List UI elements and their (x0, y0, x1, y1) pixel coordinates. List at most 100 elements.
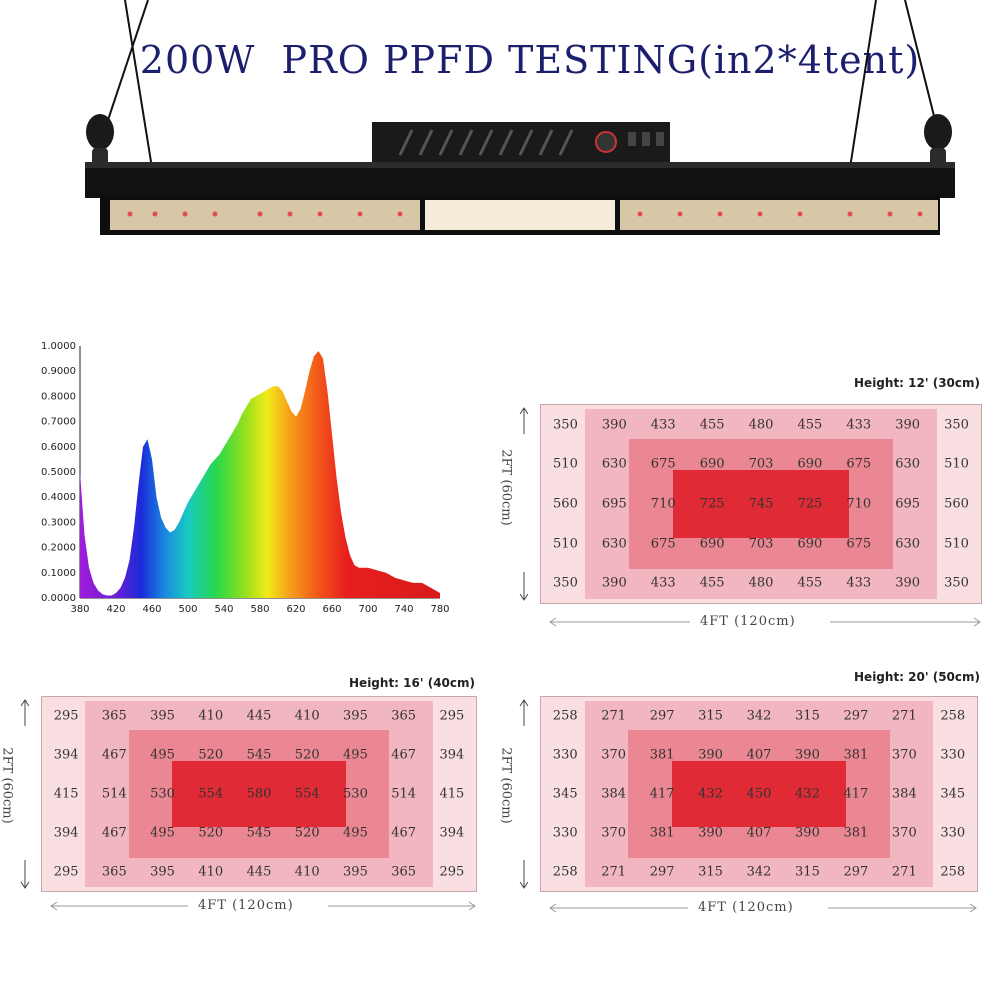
ppfd-value: 675 (650, 456, 676, 472)
ppfd-value: 295 (53, 864, 79, 880)
ppfd-value: 370 (891, 825, 917, 841)
ppfd-value: 467 (391, 825, 417, 841)
x-tick-label: 500 (178, 604, 197, 615)
ppfd-value: 630 (895, 456, 921, 472)
ppfd-value: 395 (343, 708, 368, 724)
ppfd-value: 394 (439, 747, 465, 763)
ppfd-value: 295 (439, 864, 465, 880)
ppfd-value: 690 (797, 456, 823, 472)
ppfd-value: 365 (391, 864, 417, 880)
y-tick-label: 0.4000 (41, 492, 76, 503)
ppfd-grid-40cm: Height: 16' (40cm) 295 365 395 410 445 410 395 3… (0, 672, 485, 922)
ppfd-value: 390 (698, 747, 723, 763)
ppfd-value: 365 (391, 708, 417, 724)
ppfd-value: 514 (101, 786, 127, 802)
x-tick-label: 700 (358, 604, 377, 615)
ppfd-value: 455 (797, 575, 823, 591)
ppfd-value: 394 (439, 825, 465, 841)
ppfd-value: 510 (944, 536, 969, 552)
x-tick-label: 780 (430, 604, 449, 615)
ppfd-value: 433 (650, 417, 676, 433)
ppfd-value: 467 (101, 825, 127, 841)
ppfd-value: 417 (649, 786, 675, 802)
y-tick-label: 1.0000 (41, 341, 76, 352)
spectrum-area (80, 351, 440, 598)
ppfd-value: 554 (294, 786, 320, 802)
ppfd-grid-30cm: Height: 12' (30cm) 350 390 433 455 480 455 433 3… (499, 370, 990, 640)
y-tick-label: 0.7000 (41, 417, 76, 428)
grid-height-title: Height: 16' (40cm) (349, 676, 475, 690)
ppfd-value: 725 (699, 496, 725, 512)
ppfd-value: 410 (294, 708, 320, 724)
x-tick-label: 740 (394, 604, 413, 615)
dimension-arrows (519, 407, 981, 627)
ppfd-value: 381 (843, 747, 869, 763)
ppfd-value: 630 (895, 536, 921, 552)
x-tick-label: 620 (286, 604, 305, 615)
ppfd-value: 394 (53, 747, 79, 763)
ppfd-value: 450 (746, 786, 772, 802)
ppfd-value: 258 (940, 864, 966, 880)
y-tick-label: 0.2000 (41, 543, 76, 554)
ppfd-value: 467 (101, 747, 127, 763)
x-tick-label: 540 (214, 604, 233, 615)
ppfd-value: 495 (150, 747, 175, 763)
ppfd-value: 410 (198, 864, 224, 880)
intensity-zone-3 (172, 761, 346, 827)
ppfd-value: 455 (797, 417, 823, 433)
horizontal-dimension-label: 4FT (120cm) (198, 898, 294, 913)
y-tick-label: 0.3000 (41, 517, 76, 528)
dimension-arrows (20, 699, 476, 911)
ppfd-value: 315 (698, 864, 723, 880)
ppfd-value: 395 (343, 864, 368, 880)
intensity-zone-3 (671, 761, 847, 827)
ppfd-value: 433 (846, 417, 872, 433)
ppfd-value: 695 (601, 496, 627, 512)
ppfd-value: 710 (650, 496, 676, 512)
ppfd-value: 390 (601, 417, 627, 433)
ppfd-value: 330 (552, 825, 578, 841)
ppfd-value: 480 (748, 575, 774, 591)
ppfd-value: 690 (699, 536, 725, 552)
ppfd-value: 703 (748, 536, 774, 552)
ppfd-value: 330 (552, 747, 578, 763)
ppfd-value: 445 (246, 864, 272, 880)
ppfd-value: 370 (601, 747, 627, 763)
ppfd-value: 560 (553, 496, 578, 512)
ppfd-value: 390 (895, 417, 921, 433)
ppfd-value: 630 (601, 456, 627, 472)
ppfd-value: 370 (891, 747, 917, 763)
ppfd-value: 315 (698, 708, 723, 724)
x-tick-label: 380 (70, 604, 89, 615)
ppfd-value: 258 (552, 708, 578, 724)
ppfd-value: 271 (891, 864, 917, 880)
ppfd-value: 365 (101, 708, 127, 724)
ppfd-value: 350 (553, 575, 578, 591)
ppfd-value: 345 (552, 786, 578, 802)
ppfd-value: 703 (748, 456, 774, 472)
ppfd-value: 510 (944, 456, 969, 472)
grid-height-title: Height: 20' (50cm) (854, 670, 980, 684)
ppfd-value: 433 (846, 575, 872, 591)
y-tick-label: 0.6000 (41, 442, 76, 453)
ppfd-value: 520 (198, 825, 224, 841)
x-tick-label: 660 (322, 604, 341, 615)
ppfd-value: 381 (843, 825, 869, 841)
ppfd-value: 530 (343, 786, 368, 802)
ppfd-value: 675 (846, 536, 872, 552)
ppfd-value: 407 (746, 825, 772, 841)
ppfd-value: 510 (553, 456, 578, 472)
ppfd-value: 415 (439, 786, 465, 802)
ppfd-value: 545 (246, 747, 272, 763)
grid-height-title: Height: 12' (30cm) (854, 376, 980, 390)
ppfd-value: 675 (846, 456, 872, 472)
ppfd-value: 410 (294, 864, 320, 880)
ppfd-value: 381 (649, 825, 675, 841)
dimension-arrows (519, 699, 977, 913)
ppfd-value: 407 (746, 747, 772, 763)
ppfd-value: 315 (795, 864, 820, 880)
ppfd-value: 495 (343, 747, 368, 763)
ppfd-value: 365 (101, 864, 127, 880)
ppfd-heatmap: 295 365 395 410 445 410 395 365 295 394 467 495 520 5… (41, 696, 477, 892)
ppfd-value: 495 (343, 825, 368, 841)
